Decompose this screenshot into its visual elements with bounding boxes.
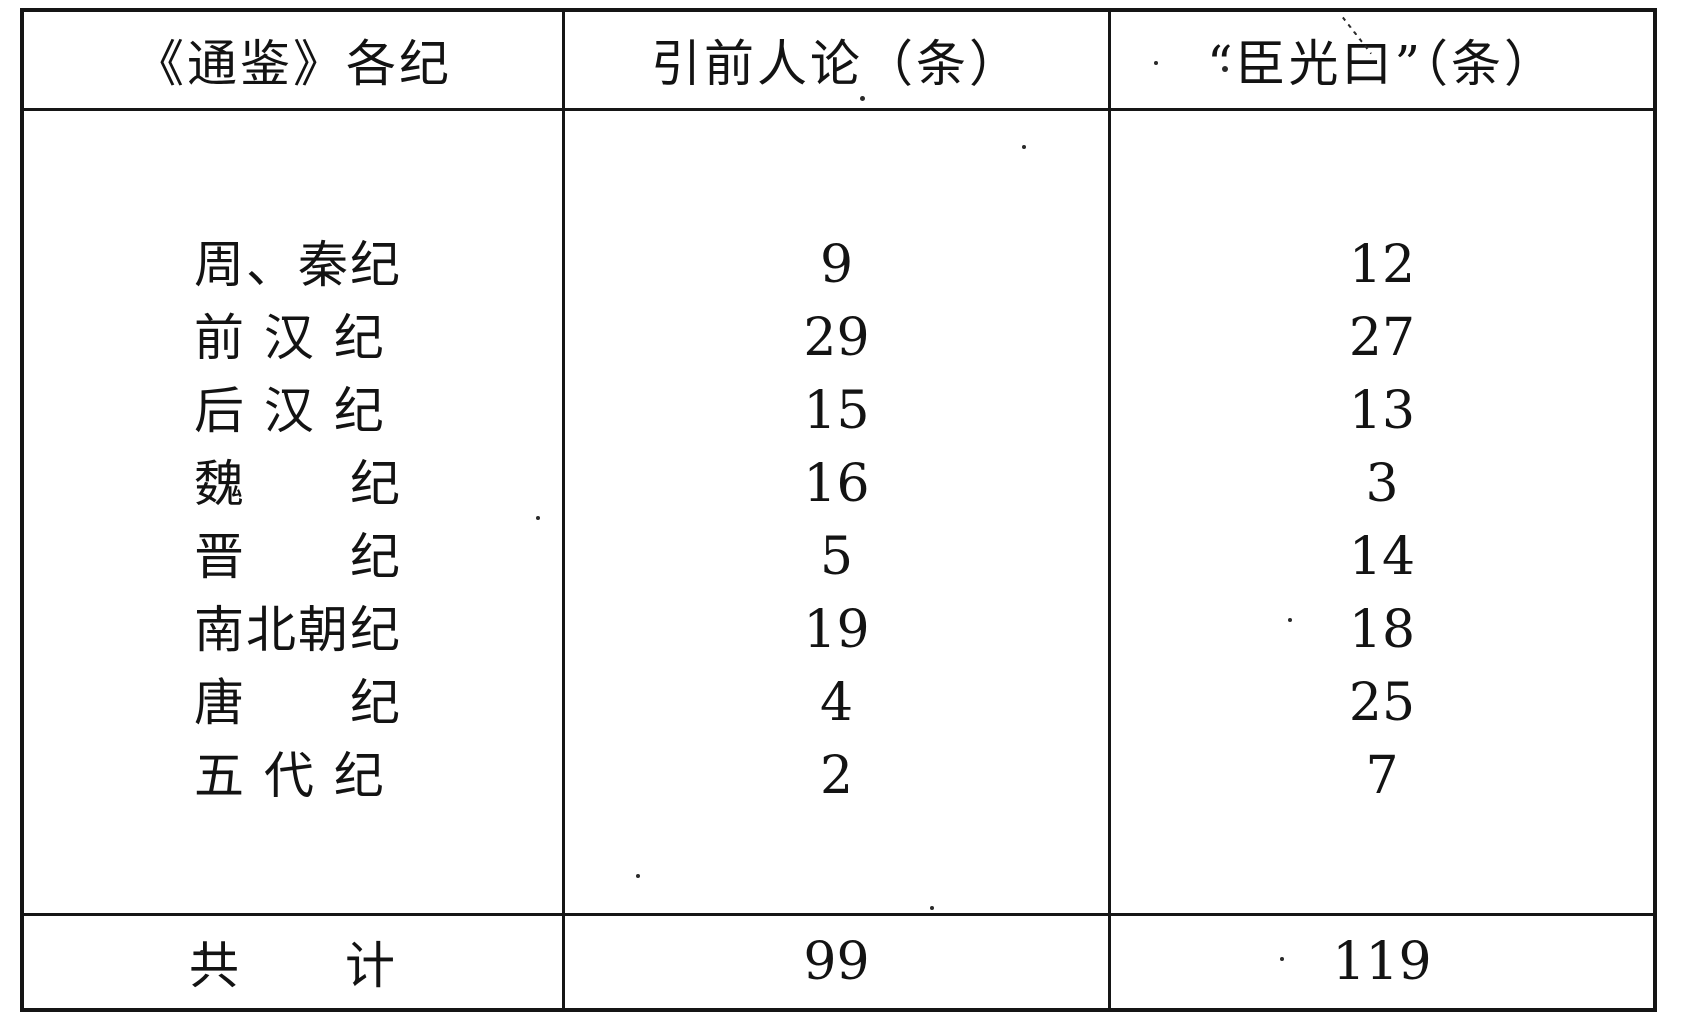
scan-speck	[536, 516, 540, 520]
scan-speck	[1022, 145, 1026, 149]
total-chenguang-cell: 119	[1111, 913, 1653, 1008]
statistics-table: 《通鉴》各纪 引前人论（条） “臣光曰”（条） 周、秦纪 前 汉 纪 后 汉 纪…	[20, 8, 1657, 1012]
cited-count-value: 5	[819, 527, 854, 587]
annal-name: 后 汉 纪	[194, 382, 386, 440]
scan-speck	[1288, 618, 1292, 622]
scan-speck	[636, 874, 640, 878]
chenguang-count-value: 3	[1365, 454, 1399, 514]
body-column-annal-names: 周、秦纪 前 汉 纪 后 汉 纪 魏 纪 晋 纪 南北朝纪 唐 纪 五 代 纪	[24, 111, 565, 913]
total-row-label: 共 计	[189, 937, 397, 995]
cited-count-value: 29	[803, 308, 870, 368]
annal-name: 唐 纪	[194, 674, 402, 732]
header-cell-cited-comments: 引前人论（条）	[565, 12, 1111, 111]
chenguang-count-value: 13	[1348, 381, 1416, 441]
chenguang-count-value: 7	[1365, 746, 1399, 806]
total-row-label-cell: 共 计	[24, 913, 565, 1008]
cited-count-value: 4	[819, 673, 854, 733]
scan-speck	[1280, 957, 1284, 961]
header-cell-chenguang-comments: “臣光曰”（条）	[1111, 12, 1653, 111]
chenguang-count-value: 18	[1348, 600, 1416, 660]
body-column-cited-counts: 9 29 15 16 5 19 4 2	[565, 111, 1111, 913]
chenguang-count-value: 14	[1348, 527, 1416, 587]
annal-name: 南北朝纪	[194, 601, 402, 659]
header-label-cited-comments: 引前人论（条）	[651, 35, 1022, 93]
total-cited-value: 99	[803, 932, 870, 992]
cited-count-value: 2	[819, 746, 854, 806]
annal-name: 前 汉 纪	[194, 309, 386, 367]
scan-speck	[860, 96, 865, 101]
annal-name: 五 代 纪	[194, 747, 386, 805]
scan-scratch	[1342, 18, 1345, 21]
header-label-annals: 《通鉴》各纪	[134, 35, 452, 93]
chenguang-count-value: 12	[1348, 235, 1416, 295]
scan-speck	[1154, 61, 1158, 65]
body-column-chenguang-counts: 12 27 13 3 14 18 25 7	[1111, 111, 1653, 913]
chenguang-count-value: 25	[1348, 673, 1416, 733]
annal-name: 晋 纪	[194, 528, 402, 586]
header-cell-annals: 《通鉴》各纪	[24, 12, 565, 111]
header-label-chenguang-comments: “臣光曰”（条）	[1206, 35, 1558, 93]
cited-count-value: 16	[803, 454, 870, 514]
chenguang-count-value: 27	[1348, 308, 1416, 368]
total-cited-cell: 99	[565, 913, 1111, 1008]
scan-speck	[1222, 66, 1228, 72]
scan-speck	[200, 950, 204, 954]
cited-count-value: 19	[803, 600, 870, 660]
annal-name: 魏 纪	[194, 455, 402, 513]
total-chenguang-value: 119	[1332, 932, 1432, 992]
cited-count-value: 15	[803, 381, 870, 441]
cited-count-value: 9	[819, 235, 854, 295]
scan-speck	[930, 906, 934, 910]
annal-name: 周、秦纪	[194, 236, 402, 294]
